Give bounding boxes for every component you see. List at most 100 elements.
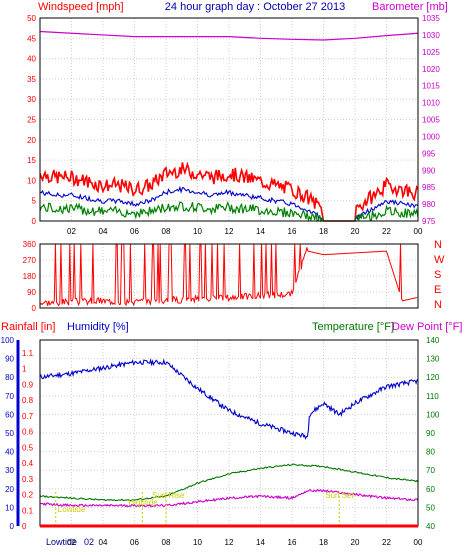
hour-tick-label: 14 xyxy=(256,227,265,236)
hour-tick-label: 08 xyxy=(162,227,171,236)
humidity-tick-label: 60 xyxy=(5,410,14,419)
barometer-tick-label: 1020 xyxy=(422,65,440,74)
temperature-tick-label: 120 xyxy=(426,373,440,382)
hour-tick-label: 18 xyxy=(319,227,328,236)
humidity-tick-label: 10 xyxy=(5,503,14,512)
rainfall-tick-label: 1 xyxy=(22,365,27,374)
rainfall-tick-label: 0.7 xyxy=(22,412,34,421)
hour-tick-label: 06 xyxy=(130,538,139,547)
rainfall-tick-label: 0.4 xyxy=(22,459,34,468)
humidity-tick-label: 90 xyxy=(5,355,14,364)
direction-tick-label: 180 xyxy=(23,272,37,281)
barometer-tick-label: 975 xyxy=(422,217,436,226)
rainfall-tick-label: 0.1 xyxy=(22,506,34,515)
windspeed-tick-label: 40 xyxy=(27,55,36,64)
tide-event-label: Sun Rise xyxy=(152,491,185,500)
barometer-tick-label: 1035 xyxy=(422,14,440,23)
humidity-tick-label: 40 xyxy=(5,448,14,457)
hour-tick-label: 02 xyxy=(67,227,76,236)
rainfall-tick-label: 0.3 xyxy=(22,475,34,484)
windspeed-tick-label: 25 xyxy=(27,116,36,125)
barometer-tick-label: 985 xyxy=(422,183,436,192)
windspeed-tick-label: 5 xyxy=(32,197,37,206)
temperature-tick-label: 100 xyxy=(426,410,440,419)
compass-label: E xyxy=(434,284,441,296)
windspeed-tick-label: 30 xyxy=(27,95,36,104)
rainfall-tick-label: 1.1 xyxy=(22,349,34,358)
humidity-tick-label: 50 xyxy=(5,429,14,438)
wind-direction-series xyxy=(39,243,418,307)
hour-tick-label: 16 xyxy=(288,538,297,547)
windspeed-tick-label: 35 xyxy=(27,75,36,84)
hour-tick-label: 22 xyxy=(382,538,391,547)
tide-event-label: Hightide xyxy=(128,498,158,507)
tide-event-label: Sun Set xyxy=(325,491,354,500)
rainfall-tick-label: 0.5 xyxy=(22,443,34,452)
barometer-axis-label: Barometer [mb] xyxy=(372,1,448,13)
rainfall-axis-label: Rainfall [in] xyxy=(1,321,55,333)
rainfall-tick-label: 0.9 xyxy=(22,380,34,389)
temperature-tick-label: 40 xyxy=(426,522,435,531)
humidity-tick-label: 80 xyxy=(5,373,14,382)
direction-tick-label: 270 xyxy=(23,256,37,265)
barometer-tick-label: 1000 xyxy=(422,132,440,141)
temperature-tick-label: 110 xyxy=(426,392,439,401)
direction-tick-label: 360 xyxy=(23,240,37,249)
hour-tick-label: 04 xyxy=(99,227,108,236)
windspeed-tick-label: 15 xyxy=(27,156,36,165)
direction-tick-label: 0 xyxy=(32,304,37,313)
humidity-tick-label: 100 xyxy=(1,336,15,345)
hour-tick-label: 08 xyxy=(162,538,171,547)
temperature-tick-label: 140 xyxy=(426,336,440,345)
temperature-series xyxy=(39,463,419,502)
hour-tick-label: 10 xyxy=(193,227,202,236)
temperature-tick-label: 90 xyxy=(426,429,435,438)
windspeed-low-series xyxy=(39,201,419,223)
footer-tide-value: 02 xyxy=(84,537,94,547)
temperature-tick-label: 80 xyxy=(426,448,435,457)
humidity-tick-label: 70 xyxy=(5,392,14,401)
compass-label: N xyxy=(434,299,442,311)
hour-tick-label: 04 xyxy=(99,538,108,547)
hour-tick-label: 06 xyxy=(130,227,139,236)
compass-label: S xyxy=(434,269,441,281)
direction-tick-label: 90 xyxy=(27,288,36,297)
barometer-tick-label: 990 xyxy=(422,166,436,175)
compass-label: W xyxy=(434,254,445,266)
chart-title: 24 hour graph day : October 27 2013 xyxy=(165,1,345,13)
hour-tick-label: 00 xyxy=(414,538,423,547)
windspeed-tick-label: 10 xyxy=(27,176,36,185)
hour-tick-label: 10 xyxy=(193,538,202,547)
hour-tick-label: 20 xyxy=(351,227,360,236)
hour-tick-label: 18 xyxy=(319,538,328,547)
rainfall-tick-label: 0.6 xyxy=(22,428,34,437)
hour-tick-label: 00 xyxy=(414,227,423,236)
panel2-frame xyxy=(39,243,419,309)
hour-tick-label: 02 xyxy=(67,538,76,547)
hour-tick-label: 20 xyxy=(351,538,360,547)
hour-tick-label: 12 xyxy=(225,227,234,236)
barometer-tick-label: 1030 xyxy=(422,31,440,40)
barometer-tick-label: 980 xyxy=(422,200,436,209)
rainfall-tick-label: 0.8 xyxy=(22,396,34,405)
dewpoint-series xyxy=(39,488,419,508)
windspeed-tick-label: 45 xyxy=(27,34,36,43)
humidity-series xyxy=(39,357,419,440)
dewpoint-axis-label: Dew Point [°F] xyxy=(392,321,462,333)
humidity-tick-label: 20 xyxy=(5,485,14,494)
panel1-frame xyxy=(39,17,419,222)
barometer-tick-label: 1015 xyxy=(422,82,440,91)
hour-tick-label: 22 xyxy=(382,227,391,236)
humidity-tick-label: 0 xyxy=(10,522,15,531)
footer-tide-label: Lowtide xyxy=(46,537,77,547)
temperature-tick-label: 60 xyxy=(426,485,435,494)
windspeed-tick-label: 20 xyxy=(27,136,36,145)
rainfall-tick-label: 0.2 xyxy=(22,491,34,500)
windspeed-tick-label: 0 xyxy=(32,217,37,226)
tide-event-label: Lowtide xyxy=(58,505,86,514)
hour-tick-label: 12 xyxy=(225,538,234,547)
compass-label: N xyxy=(434,239,442,251)
hour-tick-label: 14 xyxy=(256,538,265,547)
